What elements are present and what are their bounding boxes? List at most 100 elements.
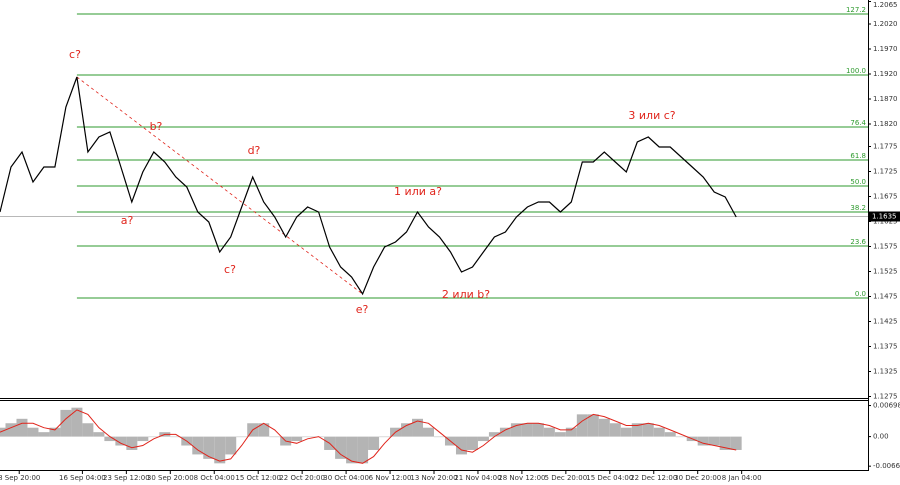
fib-level-label: 23.6 (850, 238, 866, 246)
y-tick-label: -0.00664 (873, 462, 900, 470)
histogram-bar (708, 436, 720, 446)
histogram-bar (455, 436, 467, 455)
histogram-bar (302, 436, 314, 438)
histogram-bar (5, 423, 17, 437)
histogram-bar (642, 423, 654, 437)
fib-level-label: 50.0 (850, 178, 866, 186)
histogram-bar (576, 414, 588, 437)
histogram-bar (60, 409, 72, 437)
y-tick-label: 1.1870 (873, 95, 898, 103)
histogram-bar (357, 436, 369, 464)
x-tick-label: 22 Dec 12:00 (630, 474, 677, 482)
histogram-bar (719, 436, 731, 450)
histogram-bar (137, 436, 149, 442)
histogram-bar (653, 427, 665, 437)
histogram-bar (510, 423, 522, 437)
histogram-bar (631, 423, 643, 437)
wave-label: e? (356, 303, 369, 316)
histogram-bar (477, 436, 489, 442)
histogram-bar (346, 436, 358, 464)
histogram-bar (609, 423, 621, 437)
histogram-bar (38, 432, 50, 437)
y-tick-label: 0.00 (873, 433, 889, 441)
x-tick-label: 5 Dec 20:00 (545, 474, 588, 482)
wave-label: a? (121, 214, 134, 227)
histogram-bar (434, 436, 445, 438)
x-tick-label: 30 Oct 04:00 (323, 474, 369, 482)
histogram-bar (565, 427, 577, 437)
y-tick-label: 1.2020 (873, 20, 898, 28)
histogram-bar (93, 432, 105, 437)
histogram-bar (148, 436, 160, 438)
wave-label: d? (248, 144, 261, 157)
histogram-bar (236, 436, 248, 438)
histogram-bar (521, 423, 533, 437)
histogram-bar (82, 423, 94, 437)
histogram-bar (664, 432, 676, 437)
histogram-bar (587, 414, 599, 437)
y-tick-label: 0.00698 (873, 402, 900, 410)
current-price-label: 1.1635 (872, 213, 897, 221)
histogram-bar (71, 407, 83, 437)
fib-level-label: 61.8 (850, 152, 866, 160)
x-tick-label: 15 Dec 04:00 (586, 474, 633, 482)
histogram-bar (620, 427, 632, 437)
histogram-bar (49, 427, 61, 437)
histogram-bar (104, 436, 116, 442)
y-tick-label: 1.1820 (873, 120, 898, 128)
fib-level-label: 38.2 (850, 204, 866, 212)
wave-label: 2 или b? (442, 288, 490, 301)
histogram-bar (214, 436, 226, 464)
y-tick-label: 1.1375 (873, 343, 898, 351)
histogram-bar (598, 418, 610, 437)
y-tick-label: 1.2065 (873, 1, 898, 9)
wave-label: b? (150, 120, 163, 133)
wave-label: c? (224, 263, 236, 276)
histogram-bar (203, 436, 215, 459)
y-tick-label: 1.1325 (873, 368, 898, 376)
x-tick-label: 28 Nov 12:00 (498, 474, 545, 482)
histogram-bar (335, 436, 347, 459)
x-tick-label: 30 Dec 20:00 (674, 474, 721, 482)
x-tick-label: 22 Oct 20:00 (279, 474, 325, 482)
histogram-bar (730, 436, 742, 450)
current-price-box (869, 211, 900, 222)
y-tick-label: 1.1575 (873, 243, 898, 251)
histogram-bar (499, 427, 511, 437)
histogram-bar (675, 436, 687, 438)
wave-label: 3 или c? (628, 109, 675, 122)
y-tick-label: 1.1725 (873, 168, 898, 176)
fib-level-label: 127.2 (846, 6, 866, 14)
y-tick-label: 1.1775 (873, 143, 898, 151)
histogram-bar (368, 436, 380, 450)
x-tick-label: 23 Sep 12:00 (103, 474, 150, 482)
signal-line (0, 409, 737, 464)
x-tick-label: 8 Sep 20:00 (0, 474, 40, 482)
x-tick-label: 8 Jan 04:00 (722, 474, 762, 482)
histogram-bar (170, 436, 182, 438)
histogram-bar (27, 427, 39, 437)
histogram-bar (126, 436, 138, 450)
histogram-bar (412, 418, 424, 437)
x-tick-label: 6 Nov 12:00 (369, 474, 412, 482)
histogram-bar (488, 432, 500, 437)
price-line (0, 76, 737, 296)
fib-level-label: 0.0 (855, 290, 866, 298)
y-tick-label: 1.1275 (873, 393, 898, 401)
histogram-bar (291, 436, 303, 442)
x-tick-label: 21 Nov 04:00 (454, 474, 501, 482)
histogram-bar (115, 436, 127, 446)
histogram-bar (269, 436, 281, 438)
histogram-bar (225, 436, 237, 455)
y-tick-label: 1.1525 (873, 268, 898, 276)
y-tick-label: 1.1970 (873, 45, 898, 53)
histogram-bar (554, 432, 566, 437)
fib-level-label: 100.0 (846, 67, 866, 75)
wave-label: c? (69, 48, 81, 61)
histogram-bar (697, 436, 709, 446)
x-tick-label: 8 Oct 04:00 (194, 474, 235, 482)
y-tick-label: 1.1425 (873, 318, 898, 326)
histogram-bar (0, 427, 6, 437)
histogram-bar (543, 427, 555, 437)
x-tick-label: 16 Sep 04:00 (59, 474, 106, 482)
